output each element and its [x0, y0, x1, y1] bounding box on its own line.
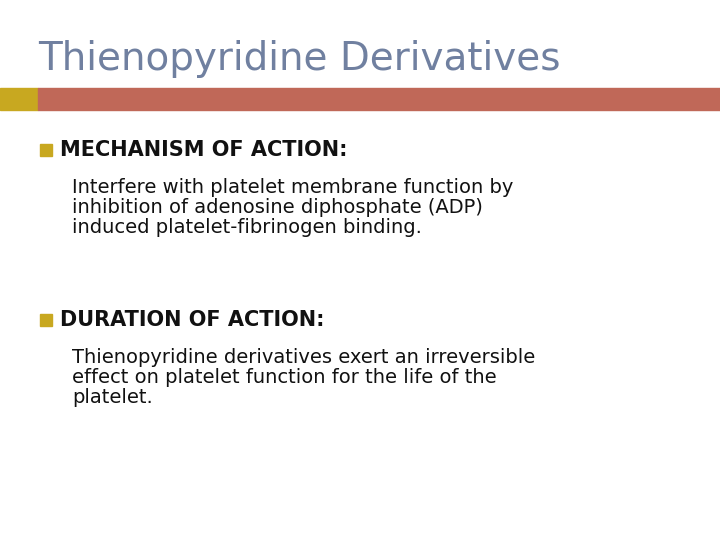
Text: MECHANISM OF ACTION:: MECHANISM OF ACTION:: [60, 140, 348, 160]
Bar: [0, 88, 38, 110]
Bar: [40, 144, 52, 156]
Text: inhibition of adenosine diphosphate (ADP): inhibition of adenosine diphosphate (ADP…: [72, 198, 483, 217]
Bar: [38, 88, 720, 110]
Text: Interfere with platelet membrane function by: Interfere with platelet membrane functio…: [72, 178, 513, 197]
Text: platelet.: platelet.: [72, 388, 153, 407]
Text: induced platelet-fibrinogen binding.: induced platelet-fibrinogen binding.: [72, 218, 422, 237]
Text: Thienopyridine derivatives exert an irreversible: Thienopyridine derivatives exert an irre…: [72, 348, 535, 367]
Text: DURATION OF ACTION:: DURATION OF ACTION:: [60, 310, 325, 330]
Bar: [40, 314, 52, 326]
Text: Thienopyridine Derivatives: Thienopyridine Derivatives: [38, 40, 560, 78]
Text: effect on platelet function for the life of the: effect on platelet function for the life…: [72, 368, 497, 387]
